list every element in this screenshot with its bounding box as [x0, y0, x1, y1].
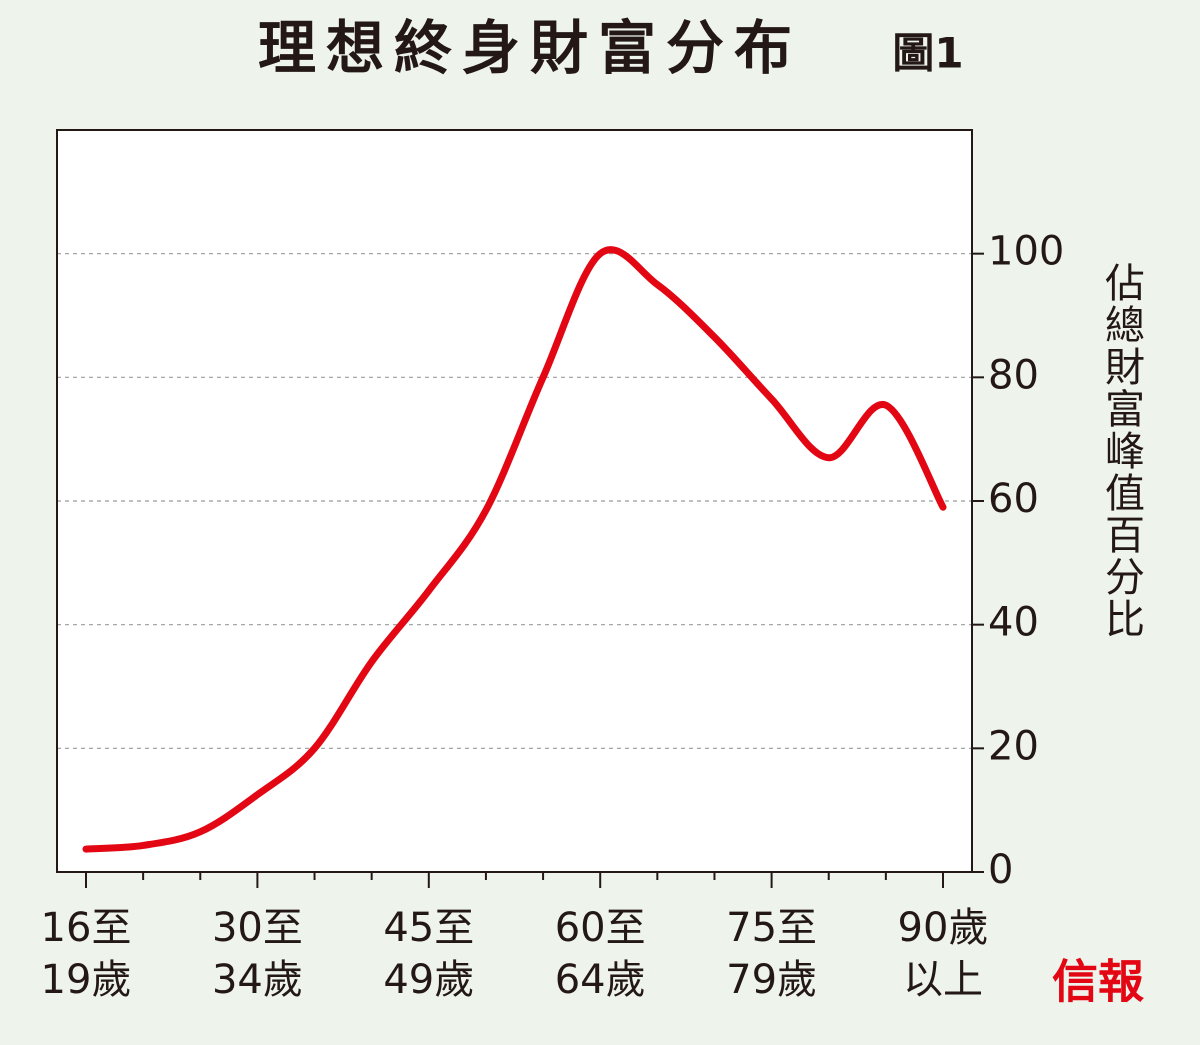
- x-tick-label: 16至 19歲: [40, 905, 132, 1003]
- x-tick-label: 30至 34歲: [211, 905, 303, 1003]
- y-tick-label: 0: [988, 847, 1013, 893]
- y-tick-label: 40: [988, 600, 1039, 646]
- x-tick-label: 75至 79歲: [726, 905, 818, 1003]
- x-tick-label: 90歲 以上: [897, 905, 989, 1003]
- title-band: [0, 0, 1200, 105]
- y-tick-label: 60: [988, 476, 1039, 522]
- chart-subtitle: 圖1: [892, 29, 963, 78]
- y-axis-label: 佔總財富峰值百分比: [1098, 262, 1144, 640]
- plot-border: [56, 129, 973, 873]
- line-series: [82, 246, 947, 853]
- chart-title: 理想終身財富分布: [258, 14, 802, 82]
- y-tick-label: 100: [988, 229, 1064, 275]
- y-tick-label: 20: [988, 723, 1039, 769]
- x-tick-label: 45至 49歲: [383, 905, 475, 1003]
- y-tick-label: 80: [988, 352, 1039, 398]
- source-logo: 信報: [1052, 955, 1144, 1009]
- x-tick-label: 60至 64歲: [554, 905, 646, 1003]
